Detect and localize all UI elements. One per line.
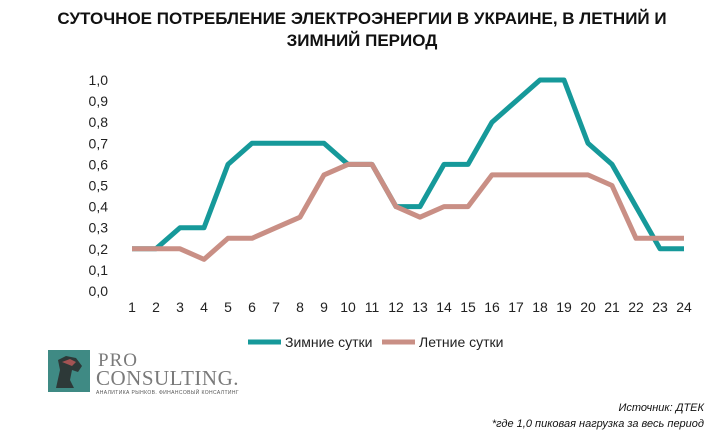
- x-tick-label: 2: [152, 299, 160, 315]
- x-tick-label: 5: [224, 299, 232, 315]
- x-tick-label: 20: [580, 299, 596, 315]
- y-tick-label: 0,6: [89, 156, 109, 172]
- source-note: Источник: ДТЕК: [618, 402, 705, 414]
- x-tick-label: 15: [460, 299, 476, 315]
- chart-title: СУТОЧНОЕ ПОТРЕБЛЕНИЕ ЭЛЕКТРОЭНЕРГИИ В УК…: [0, 8, 724, 52]
- y-tick-label: 0,4: [89, 199, 109, 215]
- x-tick-label: 22: [628, 299, 644, 315]
- legend-label-1: Зимние сутки: [285, 334, 373, 350]
- y-tick-label: 0,8: [89, 114, 109, 130]
- x-tick-label: 11: [365, 299, 380, 315]
- x-tick-label: 4: [200, 299, 208, 315]
- y-tick-label: 0,1: [89, 262, 109, 278]
- series-line-2: [132, 161, 684, 262]
- x-tick-label: 13: [412, 299, 428, 315]
- y-tick-label: 0,0: [89, 283, 109, 299]
- x-tick-label: 24: [676, 299, 692, 315]
- logo-consulting-text: CONSULTING.: [96, 366, 239, 390]
- y-tick-label: 0,2: [89, 241, 109, 257]
- x-tick-label: 9: [320, 299, 328, 315]
- x-tick-label: 10: [340, 299, 356, 315]
- logo-pro-text: PRO: [98, 350, 138, 371]
- x-tick-label: 6: [248, 299, 256, 315]
- y-tick-label: 1,0: [89, 72, 109, 88]
- x-tick-label: 8: [296, 299, 304, 315]
- y-tick-label: 0,7: [89, 135, 109, 151]
- x-tick-label: 16: [484, 299, 500, 315]
- x-tick-label: 19: [556, 299, 572, 315]
- chart-title-line-1: СУТОЧНОЕ ПОТРЕБЛЕНИЕ ЭЛЕКТРОЭНЕРГИИ В УК…: [57, 9, 667, 28]
- y-tick-label: 0,3: [89, 220, 109, 236]
- x-tick-label: 7: [272, 299, 280, 315]
- pro-consulting-logo: PRO CONSULTING. АНАЛИТИКА РЫНКОВ. ФИНАНС…: [48, 350, 248, 400]
- x-tick-label: 12: [388, 299, 404, 315]
- footnote: *где 1,0 пиковая нагрузка за весь период: [491, 418, 704, 430]
- y-tick-label: 0,5: [89, 178, 109, 194]
- x-tick-label: 17: [508, 299, 524, 315]
- x-tick-label: 3: [176, 299, 184, 315]
- series-line-1: [132, 77, 684, 252]
- x-tick-label: 18: [532, 299, 548, 315]
- horse-logo-icon: [48, 350, 90, 392]
- y-tick-label: 0,9: [89, 93, 109, 109]
- x-tick-label: 14: [436, 299, 452, 315]
- logo-tagline: АНАЛИТИКА РЫНКОВ. ФИНАНСОВЫЙ КОНСАЛТИНГ: [96, 390, 240, 396]
- legend-label-2: Летние сутки: [419, 334, 504, 350]
- x-tick-label: 21: [604, 299, 620, 315]
- chart-title-line-2: ЗИМНИЙ ПЕРИОД: [286, 31, 438, 50]
- x-tick-label: 1: [128, 299, 136, 315]
- x-tick-label: 23: [652, 299, 668, 315]
